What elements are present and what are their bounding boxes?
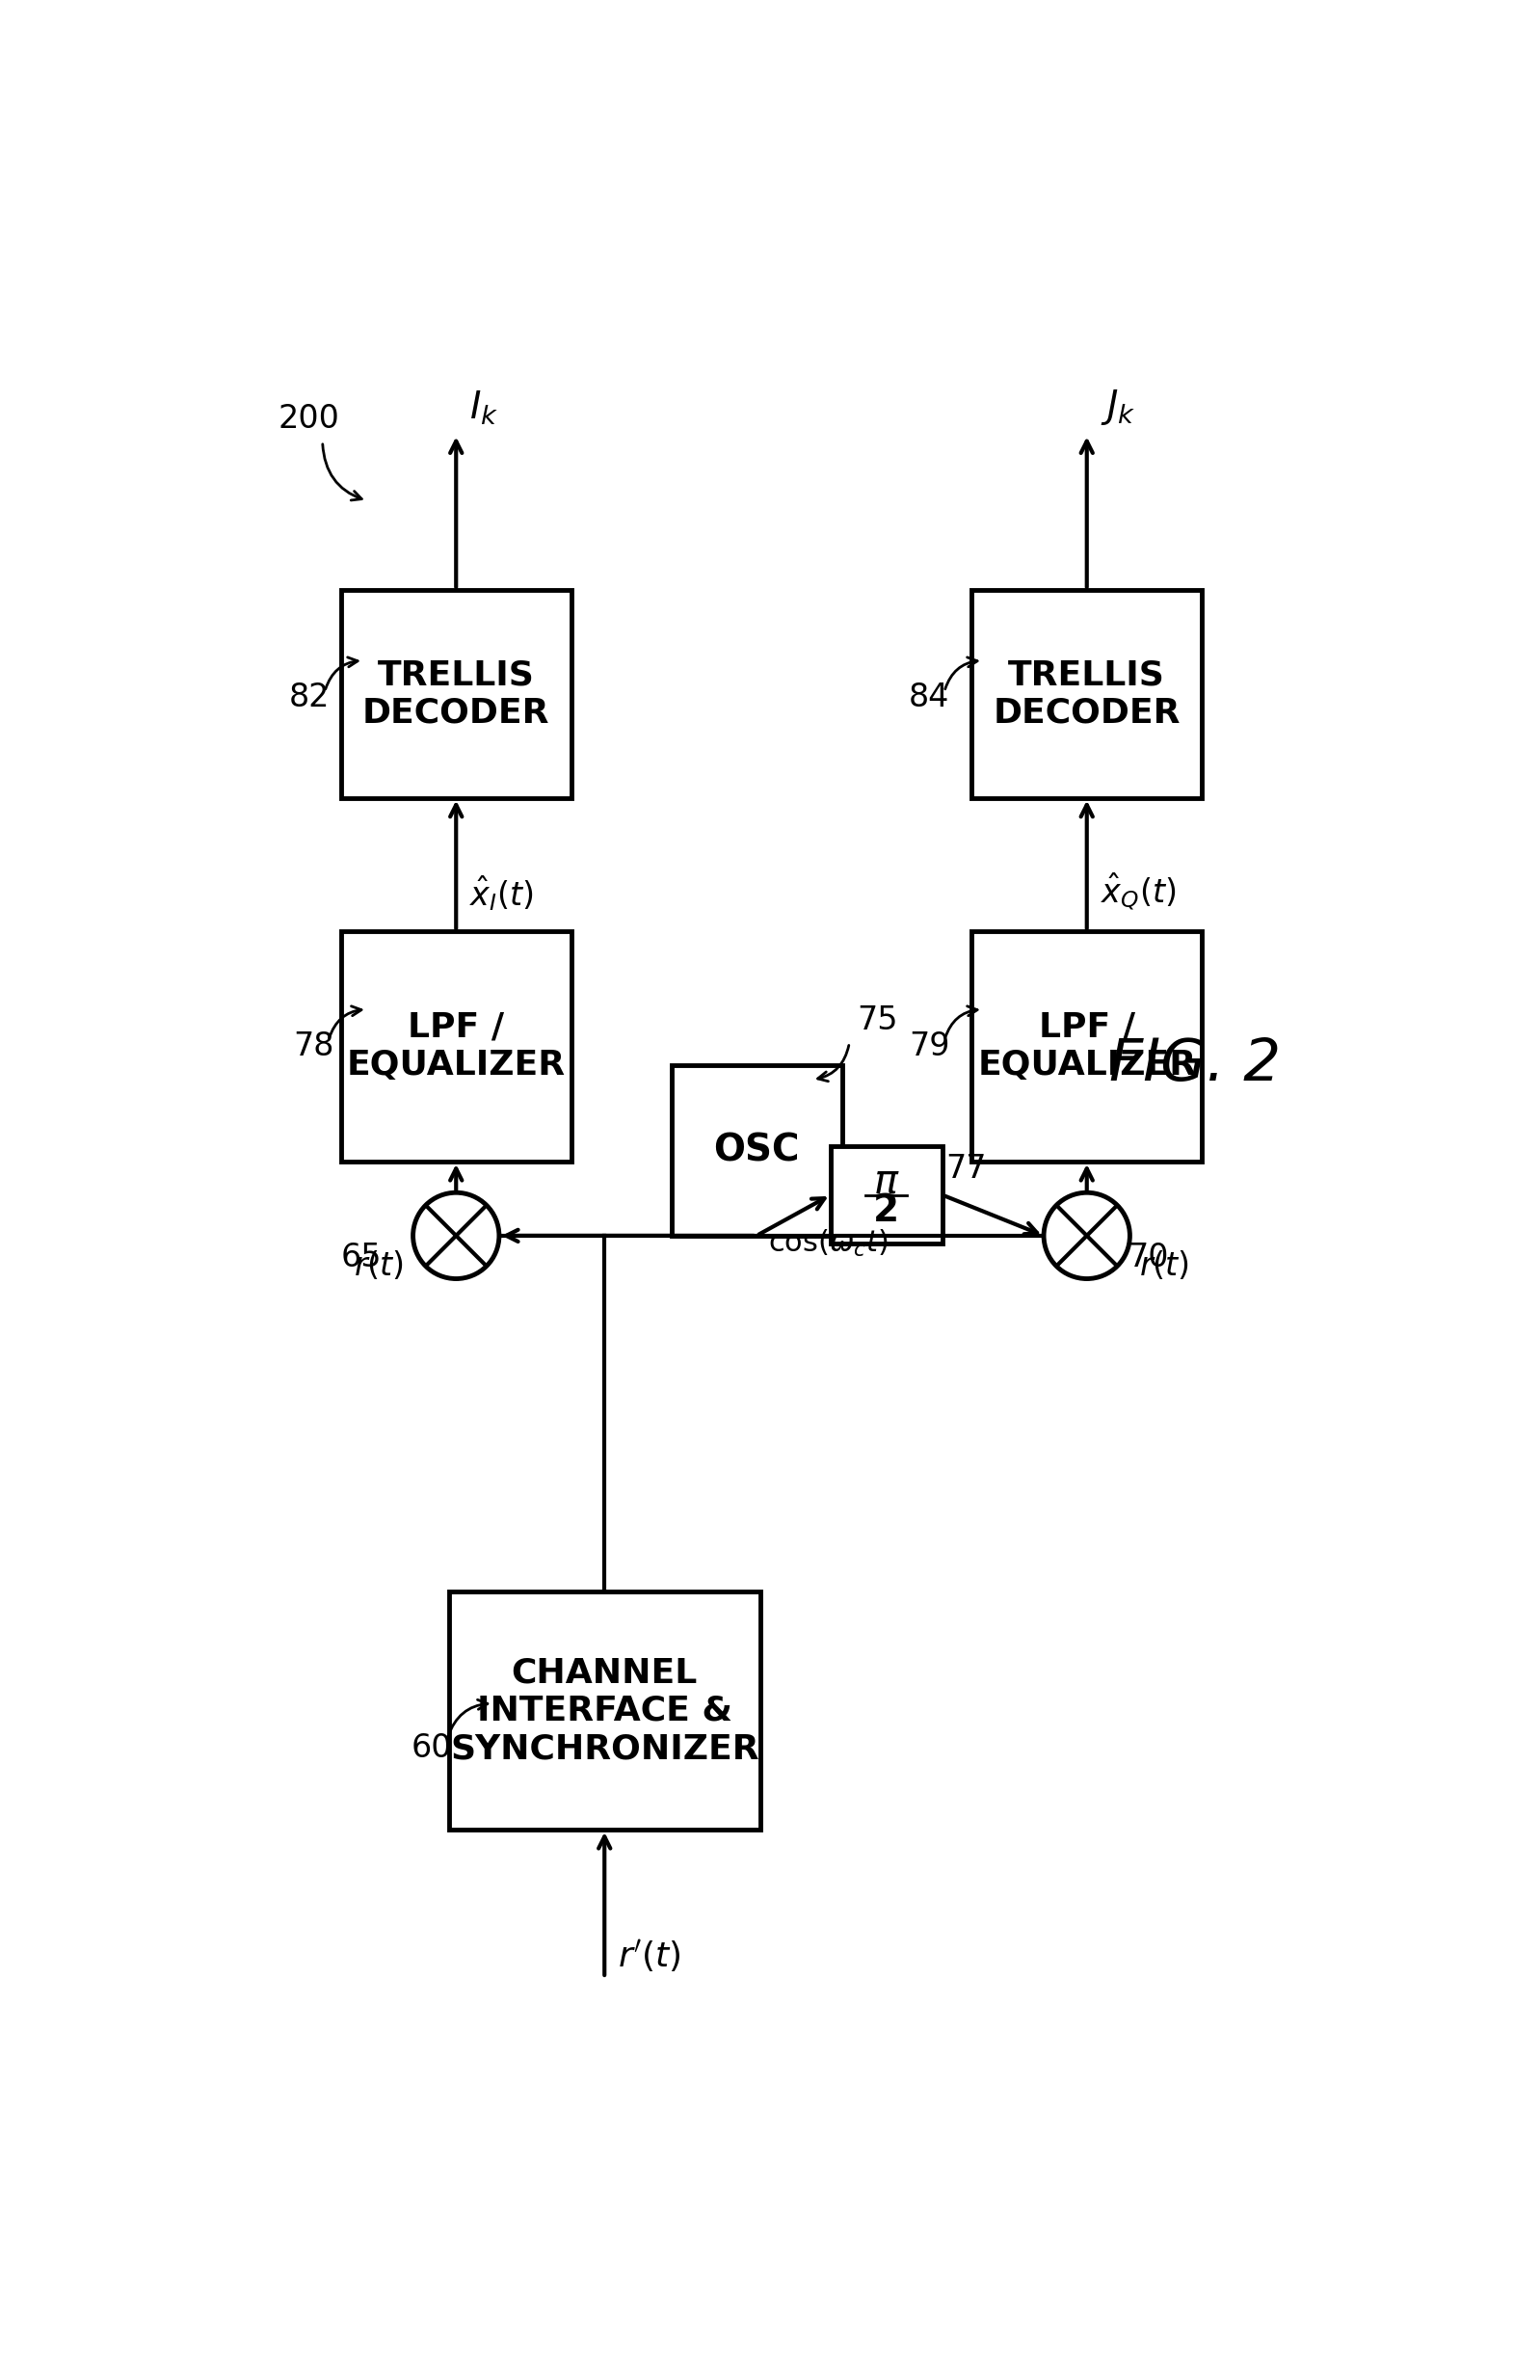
Text: $\pi$: $\pi$	[873, 1161, 899, 1202]
FancyBboxPatch shape	[830, 1147, 942, 1242]
Text: LPF /
EQUALIZER: LPF / EQUALIZER	[346, 1012, 565, 1083]
Text: 60: 60	[411, 1733, 453, 1764]
Text: 70: 70	[1127, 1242, 1169, 1273]
Text: 200: 200	[279, 402, 339, 436]
Text: 84: 84	[909, 681, 950, 714]
Text: 77: 77	[946, 1152, 987, 1185]
Text: TRELLIS
DECODER: TRELLIS DECODER	[993, 659, 1181, 728]
Text: $J_k$: $J_k$	[1100, 388, 1135, 426]
Text: $r'(t)$: $r'(t)$	[618, 1937, 681, 1973]
Text: OSC: OSC	[713, 1133, 799, 1169]
FancyBboxPatch shape	[972, 931, 1201, 1161]
Text: TRELLIS
DECODER: TRELLIS DECODER	[362, 659, 550, 728]
Text: $r(t)$: $r(t)$	[1138, 1250, 1189, 1283]
FancyArrowPatch shape	[325, 657, 357, 690]
FancyArrowPatch shape	[330, 1007, 362, 1038]
Text: FIG. 2: FIG. 2	[1109, 1038, 1281, 1092]
Circle shape	[1044, 1192, 1130, 1278]
Text: $\cos(\omega_c t)$: $\cos(\omega_c t)$	[768, 1228, 887, 1259]
FancyArrowPatch shape	[946, 1007, 978, 1038]
Circle shape	[413, 1192, 499, 1278]
Text: 79: 79	[909, 1031, 950, 1061]
Text: LPF /
EQUALIZER: LPF / EQUALIZER	[978, 1012, 1197, 1083]
Text: CHANNEL
INTERFACE &
SYNCHRONIZER: CHANNEL INTERFACE & SYNCHRONIZER	[450, 1656, 759, 1766]
FancyBboxPatch shape	[340, 931, 571, 1161]
FancyArrowPatch shape	[448, 1699, 488, 1737]
FancyArrowPatch shape	[322, 445, 362, 500]
FancyBboxPatch shape	[340, 590, 571, 797]
FancyBboxPatch shape	[671, 1064, 842, 1235]
FancyBboxPatch shape	[448, 1592, 761, 1830]
Text: $I_k$: $I_k$	[470, 388, 499, 426]
Text: 2: 2	[873, 1192, 899, 1230]
Text: 78: 78	[293, 1031, 334, 1061]
FancyArrowPatch shape	[818, 1045, 849, 1081]
Text: 65: 65	[340, 1242, 382, 1273]
FancyBboxPatch shape	[972, 590, 1201, 797]
Text: 75: 75	[856, 1004, 898, 1035]
Text: $\hat{x}_Q(t)$: $\hat{x}_Q(t)$	[1100, 871, 1177, 914]
FancyArrowPatch shape	[946, 657, 978, 690]
Text: $\hat{x}_I(t)$: $\hat{x}_I(t)$	[470, 873, 534, 914]
Text: $r(t)$: $r(t)$	[354, 1250, 403, 1283]
Text: 82: 82	[290, 681, 330, 714]
